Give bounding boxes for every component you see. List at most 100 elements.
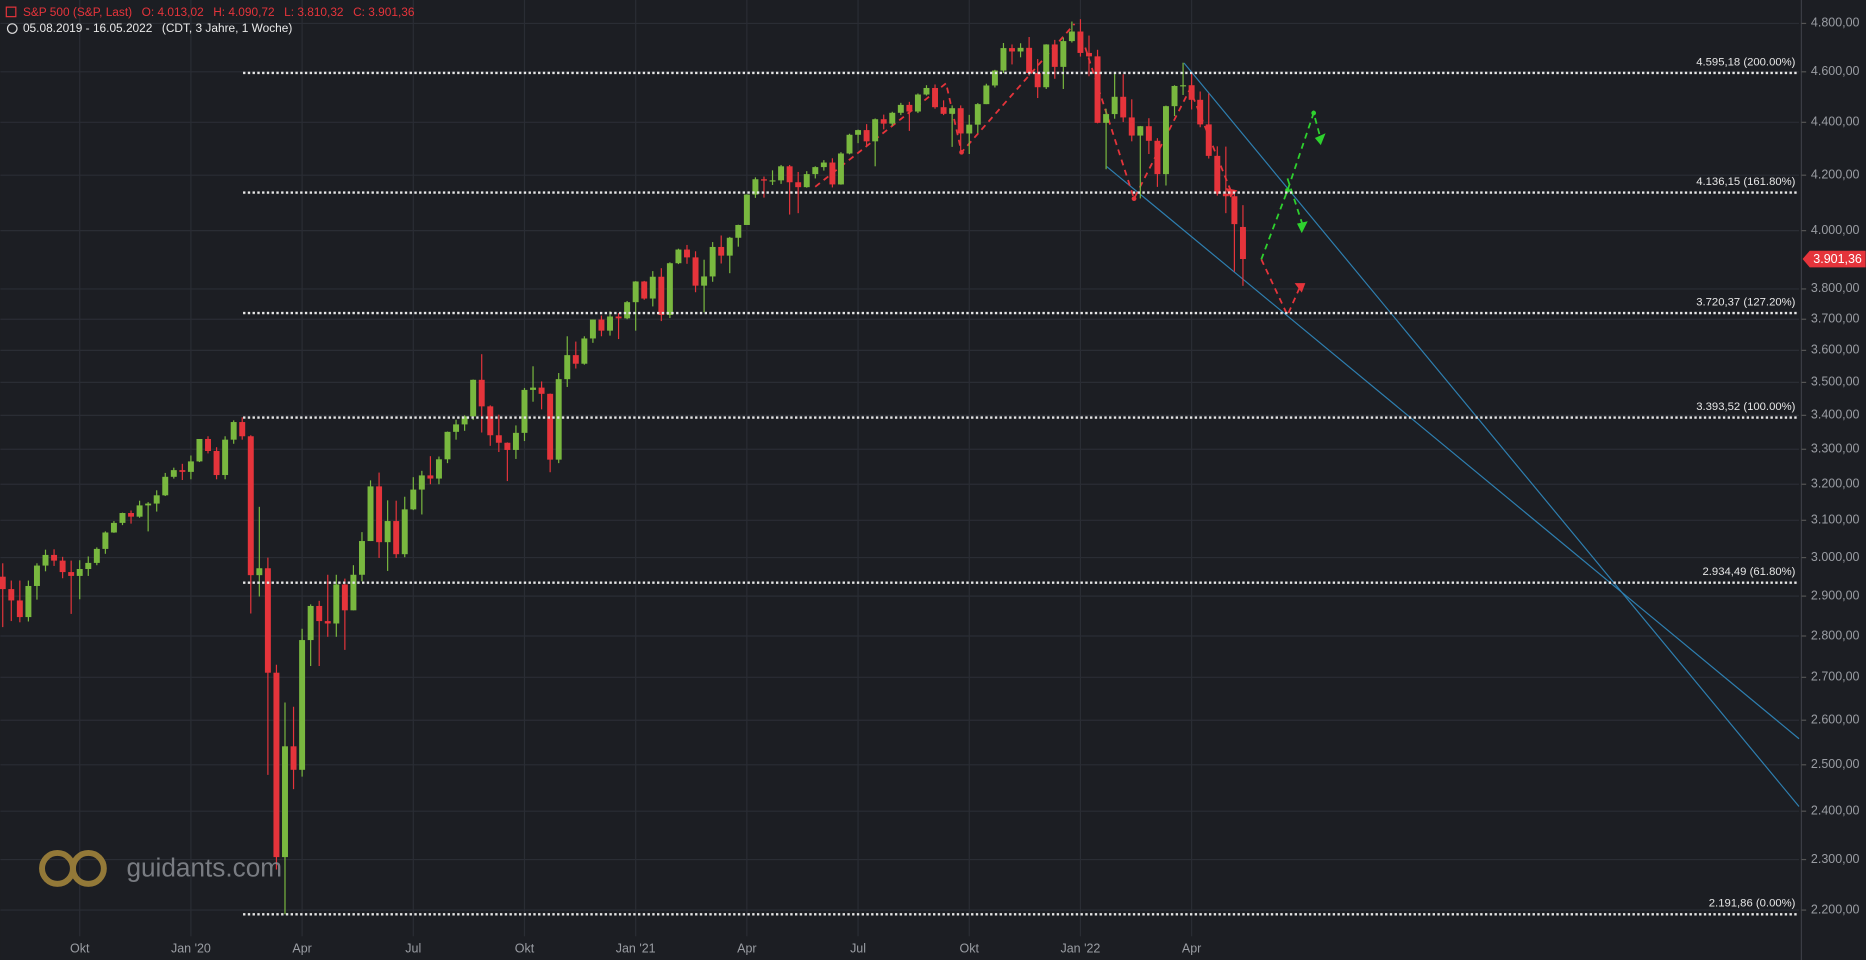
y-tick-label: 2.500,00: [1811, 757, 1860, 771]
x-tick-label: Jan '22: [1061, 942, 1101, 956]
candle-body: [778, 166, 785, 181]
candle-body: [1180, 85, 1187, 87]
candle-body: [1111, 96, 1118, 115]
watermark: guidants.com: [39, 849, 282, 887]
candle-body: [855, 130, 862, 135]
candle-body: [709, 246, 716, 277]
candle-body: [273, 672, 280, 858]
candle-body: [914, 94, 921, 112]
candle-body: [0, 576, 6, 590]
ohlc-label: O: 4.013,02: [142, 5, 204, 19]
y-tick-label: 2.900,00: [1811, 588, 1860, 602]
candle-body: [401, 509, 408, 555]
candle-body: [666, 263, 673, 315]
candle-body: [256, 568, 263, 576]
candle-body: [675, 249, 682, 264]
logo-ring: [69, 849, 107, 887]
candle-body: [769, 180, 776, 182]
y-tick-label: 3.200,00: [1811, 477, 1860, 491]
projection-path: [1286, 178, 1304, 227]
candle-body: [786, 166, 793, 183]
fib-level-label: 2.191,86 (0.00%): [1709, 898, 1796, 910]
last-price-tag: [1802, 250, 1866, 268]
subtitle: 05.08.2019 - 16.05.2022: [23, 21, 152, 35]
candle-body: [949, 108, 956, 114]
candle-body: [547, 393, 554, 460]
candle-body: [1000, 48, 1007, 71]
candle-body: [316, 605, 323, 622]
x-tick-label: Jan '21: [616, 942, 656, 956]
y-tick-label: 2.300,00: [1811, 852, 1860, 866]
candle-body: [991, 70, 998, 86]
candle-body: [1162, 106, 1169, 175]
candle-body: [119, 513, 126, 523]
candle-body: [1145, 126, 1152, 141]
y-tick-label: 4.800,00: [1811, 16, 1860, 30]
candle-body: [495, 435, 502, 443]
candle-body: [957, 108, 964, 134]
candle-body: [410, 489, 417, 510]
candle-body: [1205, 124, 1212, 156]
candle-body: [607, 316, 613, 331]
candle-body: [795, 182, 802, 188]
watermark-text: guidants.com: [126, 852, 282, 882]
candle-body: [641, 281, 648, 299]
candle-body: [239, 422, 246, 437]
candle-body: [42, 554, 49, 566]
fib-level-label: 2.934,49 (61.80%): [1703, 566, 1796, 578]
candle-body: [735, 224, 742, 238]
candle-body: [170, 470, 177, 477]
trend-line: [1183, 62, 1800, 807]
candle-body: [632, 281, 639, 303]
candle-body: [906, 104, 913, 112]
candle-body: [829, 162, 836, 185]
candle-body: [341, 584, 348, 611]
pivot: [1311, 110, 1317, 116]
candle-body: [803, 174, 810, 188]
candle-body: [350, 574, 357, 611]
ohlc-label: L: 3.810,32: [284, 5, 343, 19]
x-tick-label: Okt: [515, 942, 535, 956]
fib-level-label: 4.595,18 (200.00%): [1696, 56, 1795, 68]
candle-body: [1120, 96, 1127, 118]
subtitle-note: (CDT, 3 Jahre, 1 Woche): [162, 21, 292, 35]
candle-body: [85, 562, 92, 570]
candle-body: [153, 495, 160, 504]
candle-body: [820, 162, 827, 168]
candle-body: [453, 424, 460, 432]
candle-body: [16, 600, 23, 618]
y-tick-label: 2.600,00: [1811, 713, 1860, 727]
candle-body: [658, 276, 665, 315]
candle-body: [324, 621, 331, 624]
candle-body: [282, 746, 288, 858]
candle-body: [470, 379, 477, 417]
ohlc-label: C: 3.901,36: [353, 5, 415, 19]
candle-body: [1043, 44, 1050, 88]
candle-body: [68, 572, 75, 576]
candle-body: [102, 532, 109, 549]
y-tick-label: 3.000,00: [1811, 550, 1860, 564]
candle-body: [743, 194, 750, 225]
x-tick-label: Okt: [70, 942, 90, 956]
candle-body: [76, 569, 83, 576]
x-tick-label: Apr: [1182, 942, 1201, 956]
arrow-head: [1314, 133, 1326, 146]
candle-body: [418, 475, 425, 490]
candle-body: [487, 406, 494, 436]
candles: [0, 19, 1246, 915]
candle-body: [384, 521, 391, 543]
y-tick-label: 2.200,00: [1811, 902, 1860, 916]
candle-body: [33, 565, 40, 586]
candle-body: [1188, 85, 1195, 100]
y-tick-label: 2.400,00: [1811, 803, 1860, 817]
candle-body: [1086, 52, 1092, 57]
x-tick-label: Apr: [737, 942, 756, 956]
candle-body: [25, 585, 32, 618]
candle-body: [1068, 31, 1075, 42]
candle-body: [136, 505, 143, 517]
candle-body: [1009, 48, 1015, 52]
instrument-icon: [5, 6, 17, 18]
arrow-head: [1225, 187, 1238, 198]
